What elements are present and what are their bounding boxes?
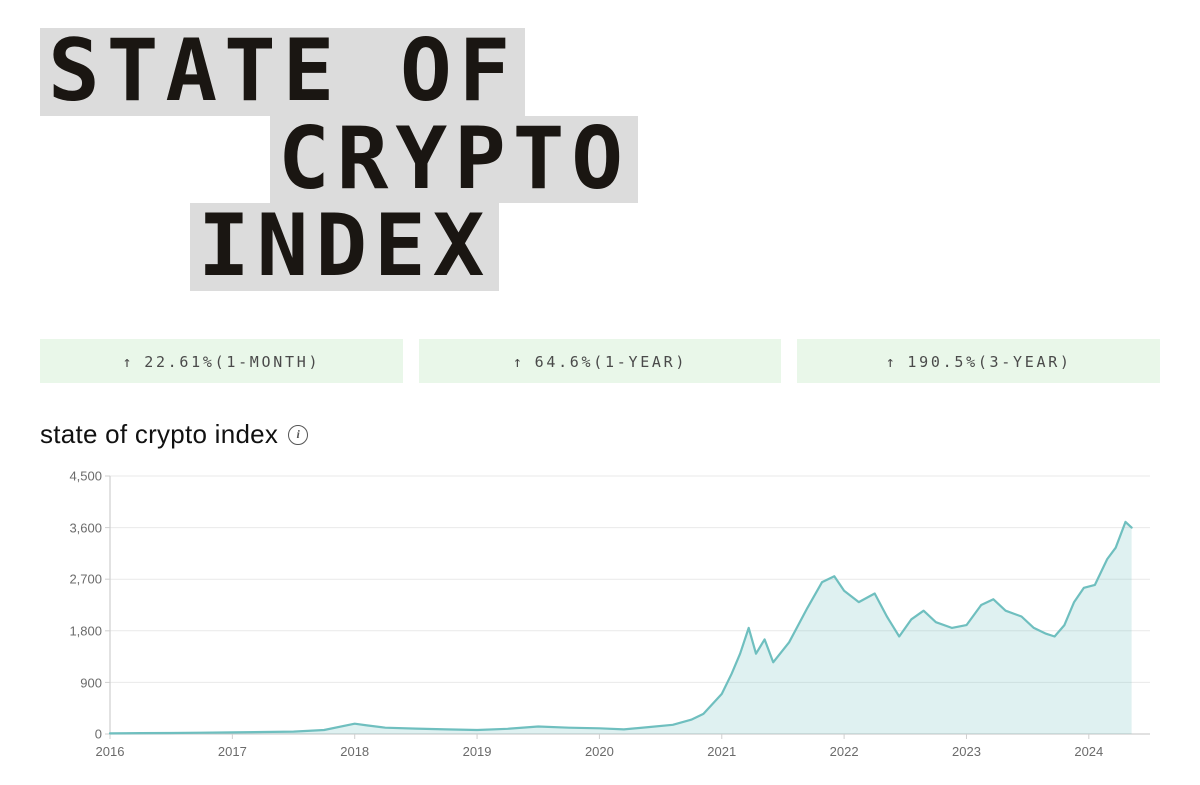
- y-tick-label: 900: [42, 675, 102, 690]
- x-tick-label: 2016: [96, 744, 125, 759]
- x-tick-label: 2019: [463, 744, 492, 759]
- stat-card-1month: ↑ 22.61%(1-MONTH): [40, 339, 403, 383]
- stat-period: (1-MONTH): [215, 353, 321, 371]
- x-tick-label: 2023: [952, 744, 981, 759]
- up-arrow-icon: ↑: [513, 353, 525, 371]
- info-icon[interactable]: i: [288, 425, 308, 445]
- stat-card-1year: ↑ 64.6%(1-YEAR): [419, 339, 782, 383]
- stat-value: 22.61%: [144, 353, 214, 371]
- x-tick-label: 2024: [1074, 744, 1103, 759]
- index-chart: 0 900 1,800 2,700 3,600 4,500 2016 2017 2018 2019…: [40, 464, 1160, 764]
- chart-svg: [40, 464, 1160, 764]
- stat-card-3year: ↑ 190.5%(3-YEAR): [797, 339, 1160, 383]
- stat-value: 190.5%: [907, 353, 977, 371]
- stat-period: (3-YEAR): [978, 353, 1072, 371]
- up-arrow-icon: ↑: [122, 353, 134, 371]
- stats-row: ↑ 22.61%(1-MONTH) ↑ 64.6%(1-YEAR) ↑ 190.5%(…: [40, 339, 1160, 383]
- chart-title: state of crypto index: [40, 419, 278, 450]
- y-tick-label: 4,500: [42, 469, 102, 484]
- hero-word-3: INDEX: [190, 203, 499, 291]
- x-tick-label: 2017: [218, 744, 247, 759]
- x-tick-label: 2018: [340, 744, 369, 759]
- y-tick-label: 1,800: [42, 623, 102, 638]
- hero-word-2: CRYPTO: [270, 116, 638, 204]
- y-tick-label: 2,700: [42, 572, 102, 587]
- x-tick-label: 2020: [585, 744, 614, 759]
- hero-word-1: STATE OF: [40, 28, 525, 116]
- stat-value: 64.6%: [535, 353, 594, 371]
- y-tick-label: 3,600: [42, 520, 102, 535]
- x-tick-label: 2022: [830, 744, 859, 759]
- up-arrow-icon: ↑: [886, 353, 898, 371]
- y-tick-label: 0: [42, 727, 102, 742]
- x-tick-label: 2021: [707, 744, 736, 759]
- hero-title: STATE OF CRYPTO INDEX: [40, 28, 1160, 291]
- stat-period: (1-YEAR): [593, 353, 687, 371]
